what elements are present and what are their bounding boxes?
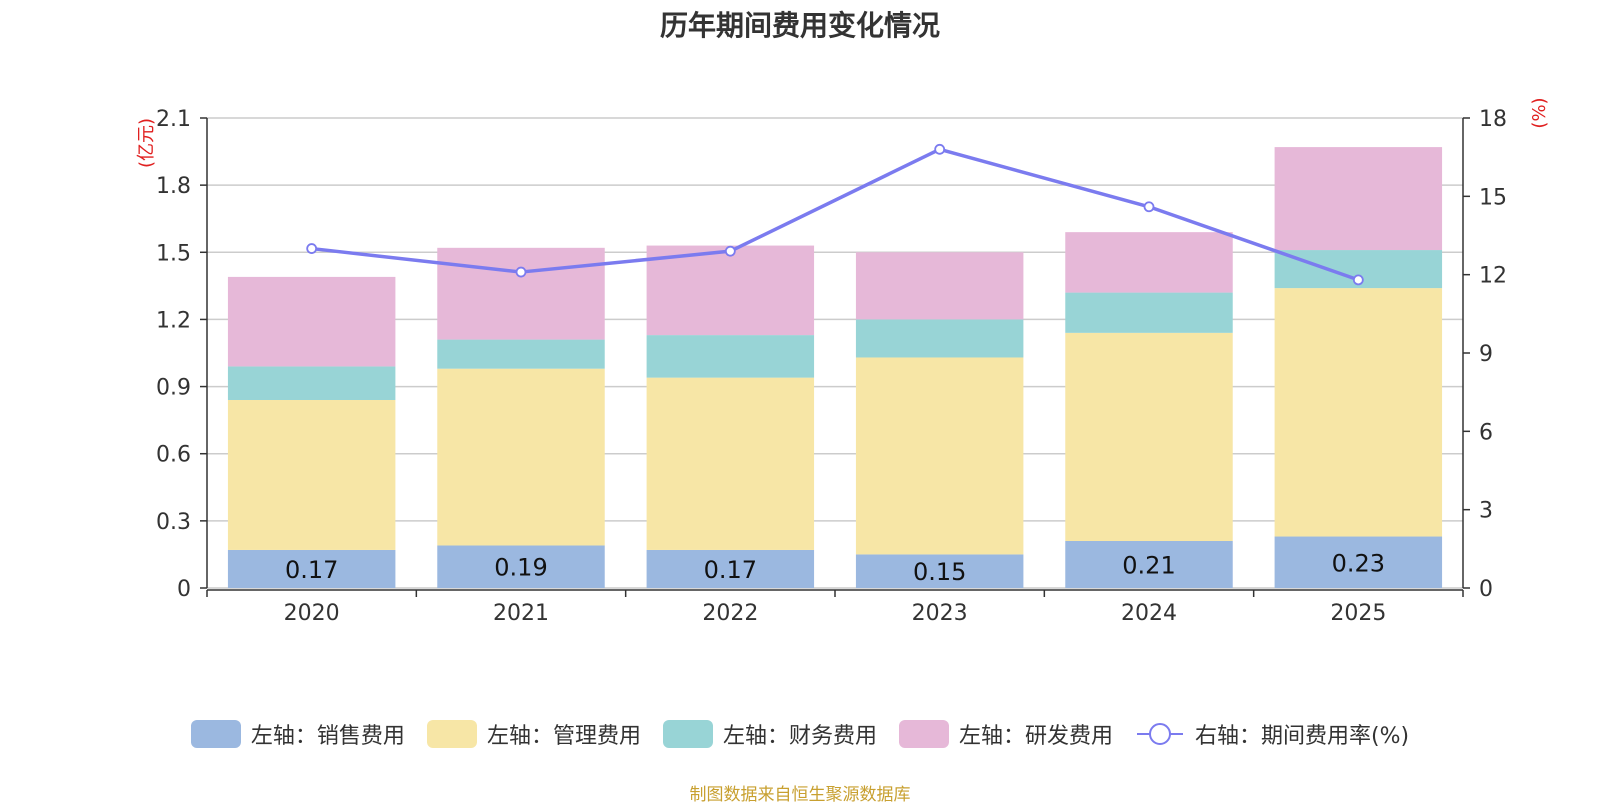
- bar-3-2020: [227, 276, 396, 367]
- bar-2-2020: [227, 366, 396, 400]
- left-tick-label-5: 1.5: [156, 241, 191, 266]
- left-tick-label-2: 0.6: [156, 443, 191, 468]
- x-tick-label-2021: 2021: [493, 601, 549, 626]
- bar-1-2020: [227, 400, 396, 550]
- bar-data-label-2020: 0.17: [285, 556, 338, 584]
- left-tick-label-1: 0.3: [156, 510, 191, 535]
- legend-item-rnd[interactable]: 左轴：研发费用: [898, 718, 1113, 750]
- right-tick-label-6: 18: [1479, 107, 1507, 132]
- legend-label-admin: 左轴：管理费用: [486, 724, 641, 749]
- bar-1-2021: [437, 368, 605, 546]
- legend-label-rnd: 左轴：研发费用: [958, 724, 1113, 749]
- right-tick-label-3: 9: [1479, 342, 1493, 367]
- bar-3-2024: [1065, 232, 1233, 293]
- legend-swatch-rnd: [898, 720, 949, 748]
- legend-swatch-finance: [662, 720, 713, 748]
- left-tick-label-0: 0: [177, 577, 191, 602]
- bar-data-label-2021: 0.19: [494, 554, 547, 582]
- left-axis-unit: (亿元): [136, 118, 157, 168]
- bar-0-2022: [646, 549, 815, 588]
- legend-label-expense-rate: 右轴：期间费用率(%): [1194, 724, 1410, 749]
- left-tick-label-6: 1.8: [156, 174, 191, 199]
- bar-data-label-2022: 0.17: [704, 556, 757, 584]
- expense-rate-point-2021: [515, 266, 527, 278]
- expense-rate-line: [311, 147, 1359, 282]
- expense-rate-point-2025: [1352, 274, 1364, 286]
- legend-swatch-sales: [190, 720, 241, 748]
- x-tick-label-2024: 2024: [1121, 601, 1177, 626]
- legend-item-finance[interactable]: 左轴：财务费用: [662, 718, 877, 750]
- data-source-note: 制图数据来自恒生聚源数据库: [689, 785, 911, 805]
- legend-item-admin[interactable]: 左轴：管理费用: [426, 718, 641, 750]
- legend-swatch-admin: [426, 720, 477, 748]
- right-tick-label-4: 12: [1479, 264, 1507, 289]
- bar-3-2023: [855, 252, 1024, 320]
- bar-3-2025: [1274, 147, 1443, 251]
- x-tick-label-2025: 2025: [1330, 601, 1386, 626]
- legend-label-sales: 左轴：销售费用: [250, 724, 405, 749]
- bar-2-2024: [1065, 292, 1233, 333]
- bar-data-label-2024: 0.21: [1122, 552, 1175, 580]
- expense-rate-point-2023: [934, 143, 946, 155]
- bar-2-2023: [855, 319, 1024, 358]
- bar-1-2022: [646, 377, 815, 550]
- bar-3-2021: [437, 247, 605, 340]
- chart-title: 历年期间费用变化情况: [659, 9, 940, 42]
- expense-rate-point-2024: [1143, 201, 1155, 213]
- legend-swatch-expense-rate: [1136, 723, 1183, 745]
- right-tick-label-1: 3: [1479, 499, 1493, 524]
- bar-0-2025: [1274, 536, 1443, 588]
- right-axis-unit: (%): [1529, 97, 1550, 128]
- bar-0-2024: [1065, 541, 1233, 588]
- bar-0-2023: [855, 554, 1024, 588]
- left-tick-label-7: 2.1: [156, 107, 191, 132]
- bar-3-2022: [646, 245, 815, 336]
- expense-rate-point-2022: [724, 245, 736, 257]
- bar-2-2022: [646, 335, 815, 378]
- bar-0-2020: [227, 549, 396, 588]
- bar-1-2023: [855, 357, 1024, 555]
- right-tick-label-2: 6: [1479, 420, 1493, 445]
- x-tick-label-2020: 2020: [284, 601, 340, 626]
- bar-data-label-2023: 0.15: [913, 558, 966, 586]
- left-tick-label-3: 0.9: [156, 376, 191, 401]
- bar-1-2024: [1065, 332, 1233, 541]
- x-tick-label-2023: 2023: [912, 601, 968, 626]
- bar-1-2025: [1274, 288, 1443, 537]
- left-tick-label-4: 1.2: [156, 308, 191, 333]
- legend-item-sales[interactable]: 左轴：销售费用: [190, 718, 405, 750]
- right-tick-label-5: 15: [1479, 185, 1507, 210]
- right-tick-label-0: 0: [1479, 577, 1493, 602]
- expense-rate-point-2020: [306, 243, 318, 254]
- chart-canvas: 0 0.3 0.6 0.9 1.2 1.5 1.8 2.1 0 3 6 9 12 15 18 (亿元) (%) 0…: [136, 97, 1550, 626]
- legend: 左轴：销售费用 左轴：管理费用 左轴：财务费用 左轴：研发费用 右轴：期间费用率…: [0, 718, 1600, 750]
- x-tick-label-2022: 2022: [702, 601, 758, 626]
- legend-item-expense-rate[interactable]: 右轴：期间费用率(%): [1135, 718, 1409, 750]
- legend-label-finance: 左轴：财务费用: [722, 724, 877, 749]
- bar-data-label-2025: 0.23: [1332, 549, 1385, 577]
- bar-2-2021: [437, 339, 605, 369]
- bar-0-2021: [437, 545, 605, 588]
